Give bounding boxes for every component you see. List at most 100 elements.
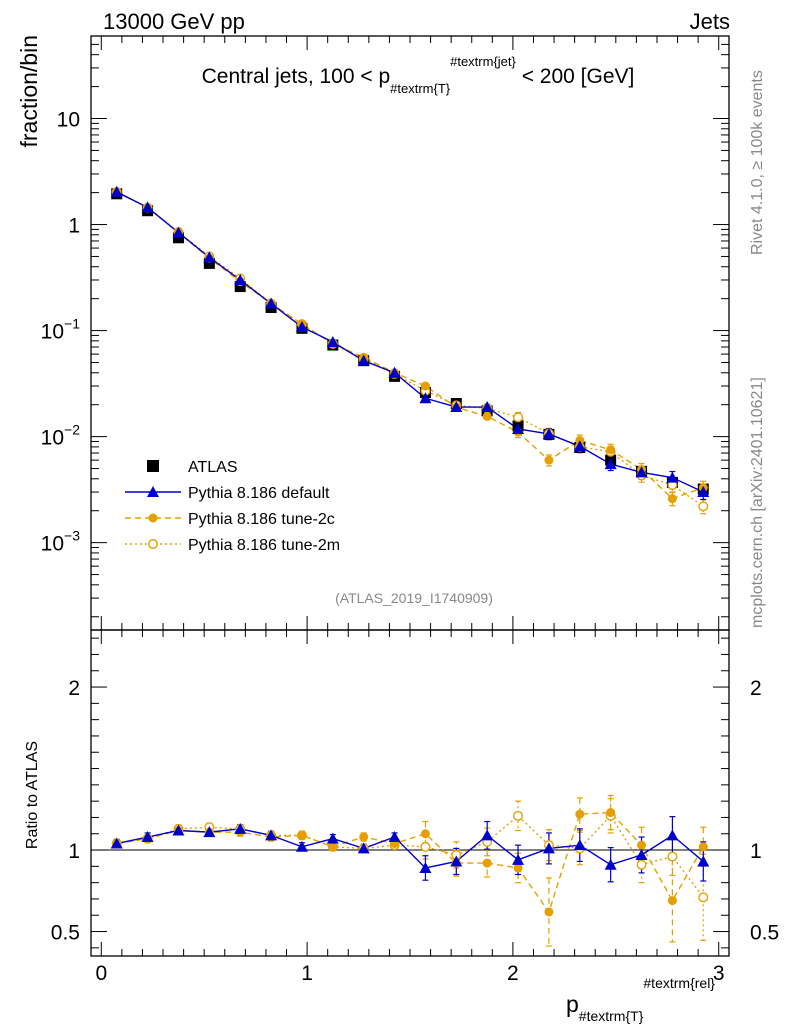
data-point-atlas <box>234 281 246 293</box>
data-point-default <box>265 297 278 309</box>
legend-label-atlas: ATLAS <box>188 459 238 476</box>
ratio-point-default <box>172 824 185 836</box>
ratio-y-tick-label: 2 <box>68 677 80 700</box>
x-tick-label: 0 <box>95 962 107 985</box>
y-tick-label: 1 <box>68 215 80 238</box>
data-point-default <box>295 321 308 333</box>
legend-marker-default <box>147 486 159 497</box>
data-point-tune-2c <box>482 411 492 421</box>
title-sup: #textrm{jet} <box>450 54 516 69</box>
ratio-y-axis-label: Ratio to ATLAS <box>24 741 41 849</box>
ratio-point-default <box>666 829 679 841</box>
header-right: Jets <box>690 9 730 34</box>
main-panel-frame <box>90 35 730 631</box>
ratio-point-tune-2m <box>636 859 647 870</box>
ratio-point-default <box>635 848 648 860</box>
mcplots-label: mcplots.cern.ch [arXiv:2401.10621] <box>749 377 766 628</box>
y-tick-label: 10−3 <box>41 528 81 556</box>
ratio-line-tune-2m <box>116 814 704 898</box>
data-point-default <box>234 273 247 285</box>
data-point-default <box>635 466 648 478</box>
ratio-point-default <box>419 861 432 873</box>
data-marks <box>110 185 710 947</box>
ratio-point-default <box>141 831 154 843</box>
ratio-point-default <box>512 853 525 865</box>
ratio-point-default <box>604 858 617 870</box>
legend-label-default: Pythia 8.186 default <box>188 485 330 502</box>
ratio-panel-frame <box>90 629 730 957</box>
legend-label-tune-2m: Pythia 8.186 tune-2m <box>188 537 340 554</box>
data-point-default <box>573 440 586 452</box>
y-tick-label: 10 <box>57 109 80 132</box>
legend-marker-tune-2c <box>148 513 158 523</box>
ratio-point-tune-2m <box>698 892 709 903</box>
data-point-default <box>419 392 432 404</box>
ratio-point-default <box>697 855 710 867</box>
data-point-atlas <box>203 257 215 269</box>
ratio-point-tune-2m <box>420 841 431 852</box>
ratio-point-default <box>388 831 401 843</box>
data-point-tune-2c <box>606 445 616 455</box>
title-pre: Central jets, 100 < p <box>202 65 391 88</box>
ratio-y-tick-label-right: 2 <box>750 677 762 700</box>
data-point-default <box>604 458 617 470</box>
ratio-point-tune-2c <box>544 907 554 917</box>
data-point-default <box>388 366 401 378</box>
ratio-point-tune-2c <box>328 842 338 852</box>
ratio-point-default <box>265 829 278 841</box>
legend: ATLAS Pythia 8.186 default Pythia 8.186 tu… <box>125 459 340 554</box>
data-point-default <box>481 401 494 413</box>
xlabel-sub: #textrm{T} <box>579 1008 644 1024</box>
data-point-default <box>326 336 339 348</box>
ratio-point-tune-2m <box>667 851 678 862</box>
y-axis-label: fraction/bin <box>16 35 42 148</box>
y-tick-label: 10−1 <box>41 316 81 344</box>
ratio-y-tick-label: 0.5 <box>51 922 80 945</box>
x-tick-label: 2 <box>507 962 519 985</box>
series-line-default <box>116 191 704 493</box>
data-point-default <box>666 471 679 483</box>
series-line-tune-2m <box>116 191 704 507</box>
ratio-point-tune-2c <box>420 829 430 839</box>
xlabel-sup: #textrm{rel} <box>643 975 715 991</box>
legend-marker-atlas <box>147 460 159 472</box>
data-point-tune-2m <box>698 501 709 512</box>
data-point-tune-2c <box>667 494 677 504</box>
data-point-tune-2m <box>513 412 524 423</box>
ratio-point-tune-2c <box>297 830 307 840</box>
ratio-point-tune-2c <box>698 842 708 852</box>
ratio-point-tune-2c <box>575 809 585 819</box>
ratio-line-default <box>116 828 704 869</box>
ratio-point-tune-2c <box>482 858 492 868</box>
ratio-point-default <box>203 826 216 838</box>
data-point-default <box>542 427 555 439</box>
ratio-point-default <box>542 842 555 854</box>
axis-ticks <box>91 35 729 956</box>
ratio-point-default <box>234 822 247 834</box>
data-point-default <box>697 486 710 498</box>
rivet-label: Rivet 4.1.0, ≥ 100k events <box>749 70 766 255</box>
data-point-default <box>203 251 216 263</box>
ratio-point-default <box>450 855 463 867</box>
y-tick-label: 10−2 <box>41 422 81 450</box>
ratio-point-default <box>357 842 370 854</box>
ratio-point-tune-2c <box>359 832 369 842</box>
ratio-point-tune-2c <box>667 896 677 906</box>
legend-marker-tune-2m <box>147 539 158 550</box>
x-axis-label: p#textrm{T} #textrm{rel} <box>566 975 715 1024</box>
x-tick-label: 1 <box>301 962 313 985</box>
ratio-point-tune-2c <box>606 808 616 818</box>
data-point-default <box>450 401 463 413</box>
ratio-point-default <box>326 832 339 844</box>
ratio-line-tune-2c <box>116 811 704 914</box>
data-point-atlas <box>172 232 184 244</box>
ratio-y-tick-label-right: 0.5 <box>750 922 779 945</box>
ratio-point-tune-2c <box>513 863 523 873</box>
data-point-default <box>172 226 185 238</box>
data-point-tune-2c <box>544 455 554 465</box>
ratio-point-tune-2c <box>637 840 647 850</box>
axis-tick-labels: 0 1 2 3 10−3 10−2 10−1 1 10 0.5 0.5 1 1 2 2 <box>41 109 780 985</box>
data-point-default <box>357 354 370 366</box>
ratio-point-tune-2m <box>513 810 524 821</box>
